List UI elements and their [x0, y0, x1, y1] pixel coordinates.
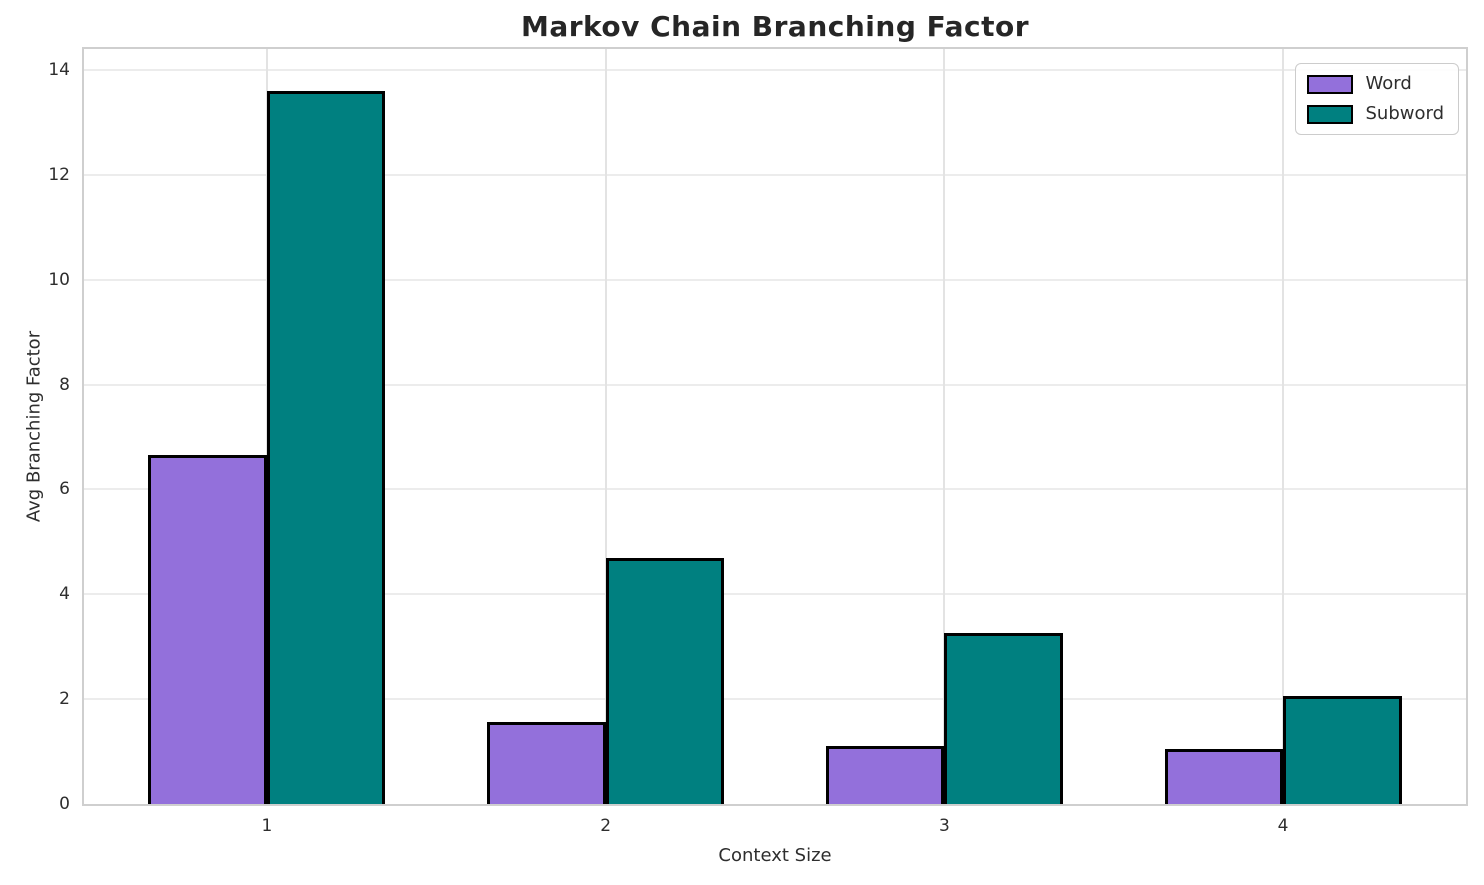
legend-swatch-subword: [1307, 104, 1354, 124]
legend-label: Subword: [1365, 103, 1444, 124]
x-tick-label: 2: [600, 816, 612, 836]
y-tick-label: 8: [59, 374, 70, 395]
v-gridline: [1282, 49, 1285, 804]
v-gridline: [943, 49, 946, 804]
y-tick-label: 4: [59, 584, 70, 605]
x-tick-label: 4: [1277, 816, 1289, 836]
y-axis-label: Avg Branching Factor: [23, 330, 45, 523]
bar-subword-context-3: [944, 633, 1063, 804]
h-gridline: [84, 488, 1466, 491]
bar-subword-context-2: [605, 557, 725, 804]
v-gridline: [604, 49, 607, 804]
y-tick-label: 12: [48, 164, 70, 185]
h-gridline: [84, 68, 1466, 71]
bar-word-context-4: [1164, 748, 1284, 804]
legend: Word Subword: [1295, 63, 1459, 135]
y-tick-label: 2: [59, 689, 70, 710]
h-gridline: [84, 698, 1466, 701]
legend-item-subword: Subword: [1307, 103, 1444, 125]
chart-title: Markov Chain Branching Factor: [520, 10, 1030, 43]
legend-item-word: Word: [1307, 73, 1444, 95]
h-gridline: [84, 383, 1466, 386]
bar-word-context-2: [487, 721, 606, 804]
y-tick-label: 6: [59, 479, 70, 500]
bar-word-context-1: [148, 455, 267, 804]
y-tick-label: 14: [48, 59, 70, 80]
bar-subword-context-4: [1283, 695, 1402, 804]
h-gridline: [84, 593, 1466, 596]
bar-subword-context-1: [266, 90, 386, 804]
y-tick-label: 0: [59, 794, 70, 814]
h-gridline: [84, 278, 1466, 281]
x-tick-label: 1: [261, 816, 273, 836]
legend-label: Word: [1365, 73, 1412, 94]
plot-area: [82, 47, 1468, 806]
y-tick-label: 10: [48, 269, 70, 290]
x-axis-label: Context Size: [718, 845, 832, 866]
h-gridline: [84, 173, 1466, 176]
legend-swatch-word: [1307, 74, 1354, 94]
x-tick-label: 3: [938, 816, 950, 836]
bar-word-context-3: [825, 745, 945, 804]
